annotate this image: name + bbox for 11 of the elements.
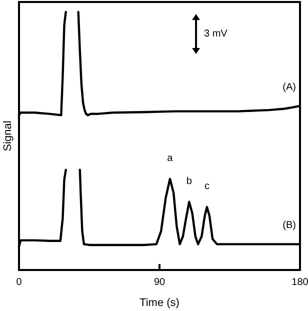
annotation: b [186, 176, 192, 187]
series-label: (A) [282, 82, 296, 93]
x-tick-label: 90 [154, 277, 166, 288]
y-axis-title: Signal [2, 120, 14, 152]
series-label: (B) [282, 220, 296, 232]
x-tick-label: 0 [16, 277, 22, 288]
annotation: 3 mV [204, 28, 228, 40]
annotation: a [167, 152, 174, 164]
x-axis-title: Time (s) [140, 297, 180, 309]
annotation: c [204, 181, 210, 192]
x-tick-label: 180 [292, 277, 308, 288]
